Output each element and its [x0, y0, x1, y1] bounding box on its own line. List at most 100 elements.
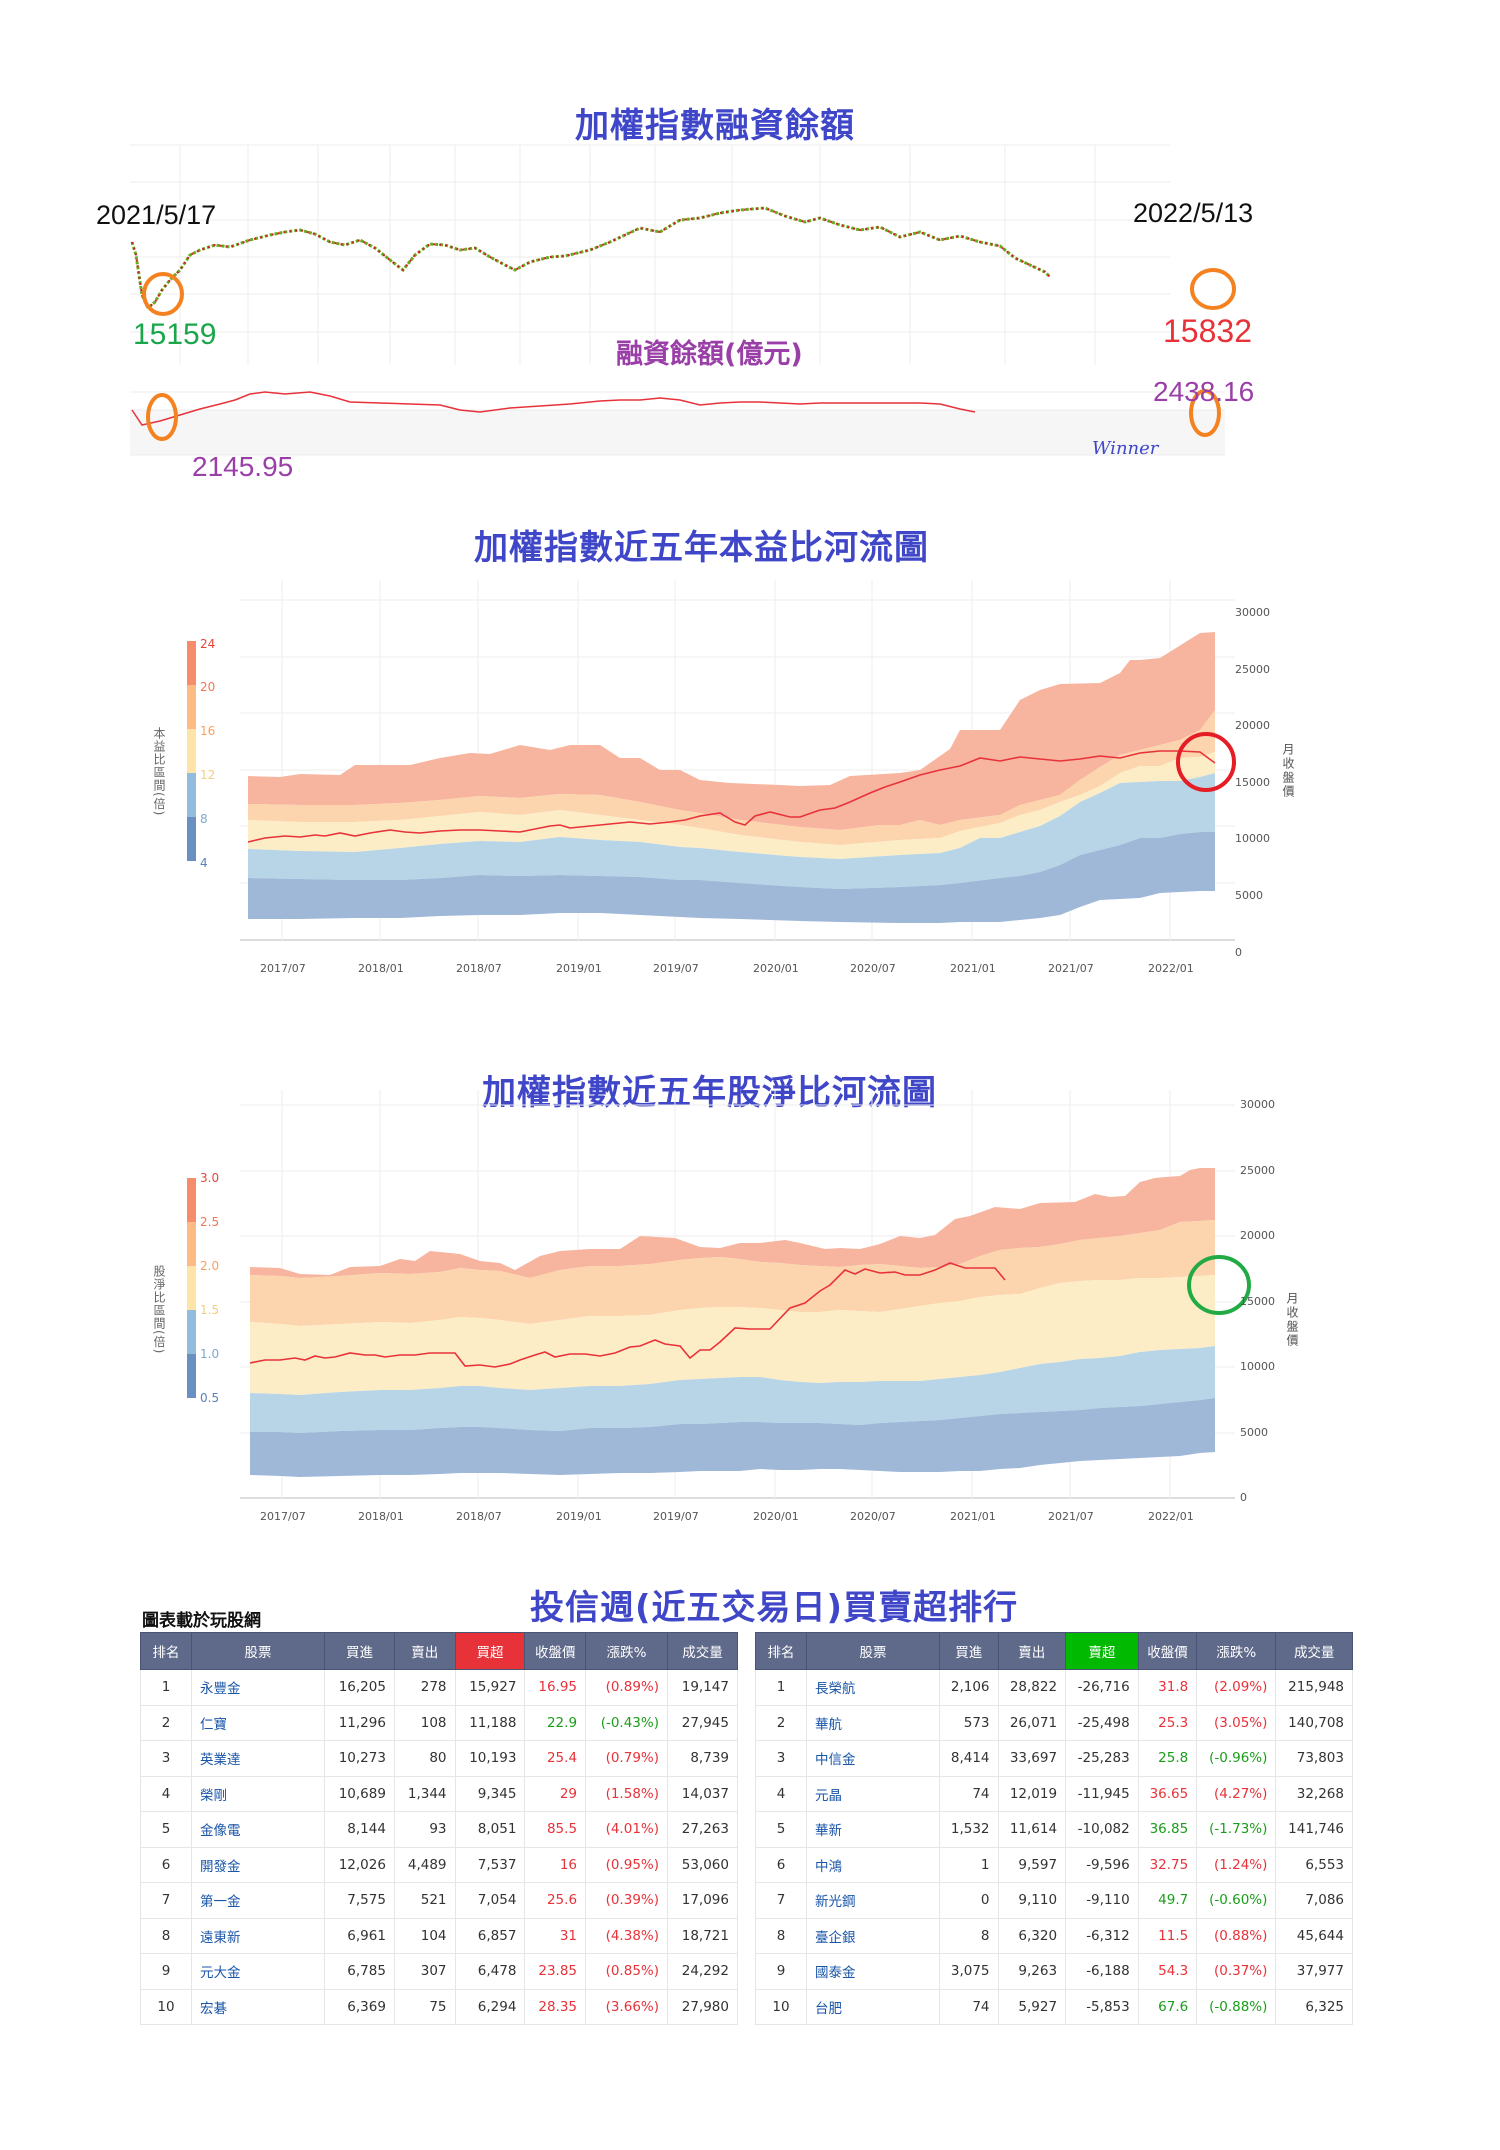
pe-legend-tick: 16: [200, 724, 216, 738]
table-row[interactable]: 9 元大金 6,785 307 6,478 23.85 (0.85%) 24,292: [140, 1953, 738, 1990]
table-row[interactable]: 3 中信金 8,414 33,697 -25,283 25.8 (-0.96%) 73,803: [755, 1740, 1353, 1777]
rank-cell: 6: [140, 1846, 192, 1883]
table-row[interactable]: 9 國泰金 3,075 9,263 -6,188 54.3 (0.37%) 37,977: [755, 1953, 1353, 1990]
table-row[interactable]: 6 中鴻 1 9,597 -9,596 32.75 (1.24%) 6,553: [755, 1846, 1353, 1883]
close-price-cell: 25.6: [524, 1882, 587, 1919]
buy-cell: 74: [939, 1988, 999, 2025]
volume-cell: 17,096: [667, 1882, 738, 1919]
sell-cell: 12,019: [997, 1775, 1067, 1812]
pb-y-tick: 15000: [1240, 1295, 1275, 1308]
table-row[interactable]: 7 新光鋼 0 9,110 -9,110 49.7 (-0.60%) 7,086: [755, 1882, 1353, 1919]
table-row[interactable]: 8 臺企銀 8 6,320 -6,312 11.5 (0.88%) 45,644: [755, 1917, 1353, 1954]
rank-cell: 8: [755, 1917, 807, 1954]
stock-link[interactable]: 元大金: [191, 1953, 325, 1990]
pe-chart-title: 加權指數近五年本益比河流圖: [474, 528, 929, 568]
table-row[interactable]: 8 遠東新 6,961 104 6,857 31 (4.38%) 18,721: [140, 1917, 738, 1954]
pb-x-tick: 2018/07: [456, 1510, 502, 1523]
table-row[interactable]: 5 華新 1,532 11,614 -10,082 36.85 (-1.73%) 141,74…: [755, 1811, 1353, 1848]
table-row[interactable]: 5 金像電 8,144 93 8,051 85.5 (4.01%) 27,263: [140, 1811, 738, 1848]
stock-link[interactable]: 宏碁: [191, 1988, 325, 2025]
rank-cell: 4: [140, 1775, 192, 1812]
stock-link[interactable]: 臺企銀: [806, 1917, 940, 1954]
net-cell: -9,110: [1065, 1882, 1139, 1919]
stock-link[interactable]: 中信金: [806, 1740, 940, 1777]
rank-cell: 10: [755, 1988, 807, 2025]
table-row[interactable]: 2 仁寶 11,296 108 11,188 22.9 (-0.43%) 27,945: [140, 1704, 738, 1741]
pe-y-tick: 30000: [1235, 606, 1270, 619]
rank-cell: 2: [755, 1704, 807, 1741]
volume-cell: 7,086: [1275, 1882, 1353, 1919]
buy-cell: 8,144: [324, 1811, 395, 1848]
close-price-cell: 67.6: [1137, 1988, 1198, 2025]
col-change: 漲跌%: [585, 1632, 668, 1670]
col-net-buy[interactable]: 買超: [454, 1632, 526, 1670]
col-net-sell[interactable]: 賣超: [1065, 1632, 1139, 1670]
table-row[interactable]: 4 元晶 74 12,019 -11,945 36.65 (4.27%) 32,268: [755, 1775, 1353, 1812]
pe-legend-tick: 8: [200, 812, 208, 826]
rank-cell: 1: [755, 1669, 807, 1706]
stock-link[interactable]: 台肥: [806, 1988, 940, 2025]
net-cell: 7,537: [454, 1846, 526, 1883]
stock-link[interactable]: 英業達: [191, 1740, 325, 1777]
table-row[interactable]: 4 榮剛 10,689 1,344 9,345 29 (1.58%) 14,037: [140, 1775, 738, 1812]
stock-link[interactable]: 永豐金: [191, 1669, 325, 1706]
pe-y-tick: 5000: [1235, 889, 1263, 902]
volume-cell: 14,037: [667, 1775, 738, 1812]
close-price-cell: 29: [524, 1775, 587, 1812]
change-pct-cell: (0.88%): [1196, 1917, 1277, 1954]
pb-x-tick: 2021/07: [1048, 1510, 1094, 1523]
close-price-cell: 16: [524, 1846, 587, 1883]
net-cell: -9,596: [1065, 1846, 1139, 1883]
pe-legend-title: 本益比區間(倍): [152, 727, 166, 817]
table-header-row: 排名 股票 買進 賣出 買超 收盤價 漲跌% 成交量: [140, 1632, 738, 1670]
stock-link[interactable]: 榮剛: [191, 1775, 325, 1812]
stock-link[interactable]: 元晶: [806, 1775, 940, 1812]
close-price-cell: 31.8: [1137, 1669, 1198, 1706]
rank-cell: 2: [140, 1704, 192, 1741]
pe-legend-tick: 12: [200, 768, 216, 782]
buy-cell: 74: [939, 1775, 999, 1812]
rank-cell: 9: [140, 1953, 192, 1990]
volume-cell: 27,263: [667, 1811, 738, 1848]
stock-link[interactable]: 仁寶: [191, 1704, 325, 1741]
volume-cell: 140,708: [1275, 1704, 1353, 1741]
table-row[interactable]: 10 台肥 74 5,927 -5,853 67.6 (-0.88%) 6,325: [755, 1988, 1353, 2025]
pb-y-tick: 0: [1240, 1491, 1247, 1504]
table-row[interactable]: 3 英業達 10,273 80 10,193 25.4 (0.79%) 8,739: [140, 1740, 738, 1777]
pe-y-tick: 0: [1235, 946, 1242, 959]
close-price-cell: 36.65: [1137, 1775, 1198, 1812]
table-row[interactable]: 10 宏碁 6,369 75 6,294 28.35 (3.66%) 27,980: [140, 1988, 738, 2025]
stock-link[interactable]: 金像電: [191, 1811, 325, 1848]
table-row[interactable]: 6 開發金 12,026 4,489 7,537 16 (0.95%) 53,060: [140, 1846, 738, 1883]
stock-link[interactable]: 開發金: [191, 1846, 325, 1883]
stock-link[interactable]: 新光鋼: [806, 1882, 940, 1919]
stock-link[interactable]: 華航: [806, 1704, 940, 1741]
volume-cell: 141,746: [1275, 1811, 1353, 1848]
rank-cell: 1: [140, 1669, 192, 1706]
buy-cell: 8,414: [939, 1740, 999, 1777]
stock-link[interactable]: 中鴻: [806, 1846, 940, 1883]
change-pct-cell: (1.24%): [1196, 1846, 1277, 1883]
change-pct-cell: (3.05%): [1196, 1704, 1277, 1741]
pe-x-tick: 2022/01: [1148, 962, 1194, 975]
stock-link[interactable]: 長榮航: [806, 1669, 940, 1706]
table-row[interactable]: 1 長榮航 2,106 28,822 -26,716 31.8 (2.09%) 215,948: [755, 1669, 1353, 1706]
buy-cell: 6,369: [324, 1988, 395, 2025]
stock-link[interactable]: 第一金: [191, 1882, 325, 1919]
pb-green-circle: [1187, 1255, 1251, 1315]
stock-link[interactable]: 國泰金: [806, 1953, 940, 1990]
sell-ranking-table: 排名 股票 買進 賣出 賣超 收盤價 漲跌% 成交量 1 長榮航 2,106 28,8…: [755, 1632, 1353, 2025]
table-row[interactable]: 2 華航 573 26,071 -25,498 25.3 (3.05%) 140,708: [755, 1704, 1353, 1741]
table-row[interactable]: 1 永豐金 16,205 278 15,927 16.95 (0.89%) 19,147: [140, 1669, 738, 1706]
stock-link[interactable]: 華新: [806, 1811, 940, 1848]
col-change: 漲跌%: [1196, 1632, 1277, 1670]
winner-watermark: Winner: [1092, 438, 1159, 459]
close-price-cell: 11.5: [1137, 1917, 1198, 1954]
change-pct-cell: (-0.88%): [1196, 1988, 1277, 2025]
sell-cell: 26,071: [997, 1704, 1067, 1741]
close-price-cell: 36.85: [1137, 1811, 1198, 1848]
balance-title: 融資餘額(億元): [616, 339, 803, 370]
buy-cell: 573: [939, 1704, 999, 1741]
table-row[interactable]: 7 第一金 7,575 521 7,054 25.6 (0.39%) 17,096: [140, 1882, 738, 1919]
stock-link[interactable]: 遠東新: [191, 1917, 325, 1954]
